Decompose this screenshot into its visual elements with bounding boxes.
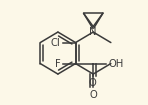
Text: O: O [89, 90, 97, 100]
Text: OH: OH [109, 59, 124, 69]
Text: O: O [89, 78, 97, 88]
Text: Cl: Cl [51, 38, 61, 48]
Text: N: N [89, 27, 97, 37]
Text: F: F [55, 59, 61, 69]
